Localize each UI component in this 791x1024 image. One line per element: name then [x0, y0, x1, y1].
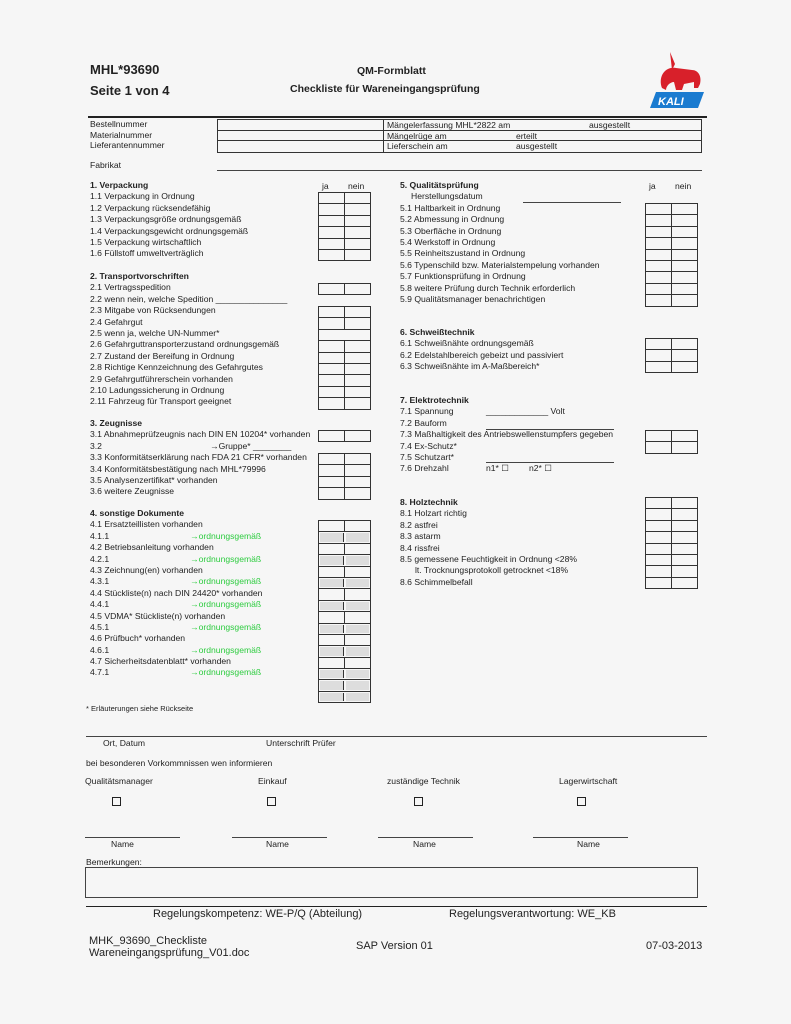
herstellungsdatum-field[interactable] — [523, 202, 621, 203]
lieferschein-field[interactable]: Lieferschein am ausgestellt — [387, 141, 558, 152]
competence-left: Regelungskompetenz: WE-P/Q (Abteilung) — [153, 908, 363, 920]
section-schweiss: 6. Schweißtechnik 6.1 Schweißnähte ordnu… — [400, 327, 564, 372]
kali-logo: KALI — [650, 52, 704, 108]
name-label: Name — [577, 839, 600, 849]
checkbox-qm[interactable] — [112, 797, 121, 806]
footer-filename: MHK_93690_Checkliste Wareneingangsprüfung… — [89, 935, 250, 959]
grid-dokumente[interactable] — [318, 520, 371, 704]
place-date-label: Ort, Datum — [103, 738, 146, 748]
name-field-technik[interactable] — [378, 837, 473, 838]
role-lager: Lagerwirtschaft — [559, 776, 618, 786]
schutzart-field[interactable] — [486, 462, 614, 463]
section-qualitaet: 5. Qualitätsprüfung Herstellungsdatum 5.… — [400, 180, 600, 304]
order-table: Mängelerfassung MHL*2822 am ausgestellt M… — [217, 119, 702, 154]
grid-holz[interactable] — [645, 497, 698, 590]
label-lieferantennummer: Lieferantennummer — [90, 140, 165, 151]
grid-verpackung[interactable] — [318, 192, 371, 262]
remarks-label: Bemerkungen: — [86, 857, 142, 867]
remarks-field[interactable] — [85, 867, 698, 898]
role-qm: Qualitätsmanager — [85, 776, 153, 786]
page-title: Checkliste für Wareneingangsprüfung — [290, 83, 480, 95]
maengelerfassung-field[interactable]: Mängelerfassung MHL*2822 am ausgestellt — [387, 120, 631, 130]
section-dokumente: 4. sonstige Dokumente 4.1 Ersatzteillist… — [90, 508, 263, 678]
name-label: Name — [413, 839, 436, 849]
signature-label: Unterschrift Prüfer — [266, 738, 336, 748]
name-field-einkauf[interactable] — [232, 837, 327, 838]
grid-elektro[interactable] — [645, 430, 698, 454]
grid-schweiss[interactable] — [645, 338, 698, 374]
name-field-lager[interactable] — [533, 837, 628, 838]
grid-zeugnisse-1[interactable] — [318, 430, 371, 443]
maengelruege-field[interactable]: Mängelrüge am erteilt — [387, 130, 538, 141]
label-fabrikat: Fabrikat — [90, 160, 122, 170]
signature-line[interactable] — [86, 736, 707, 737]
col-nein: nein — [675, 181, 692, 191]
col-ja: ja — [322, 181, 329, 191]
col-nein: nein — [348, 181, 365, 191]
label-materialnummer: Materialnummer — [90, 129, 153, 140]
grid-zeugnisse-2[interactable] — [318, 453, 371, 500]
competence-right: Regelungsverantwortung: WE_KB — [449, 908, 616, 920]
grid-qualitaet[interactable] — [645, 203, 698, 307]
page-number: Seite 1 von 4 — [90, 83, 170, 98]
footer-date: 07-03-2013 — [646, 940, 703, 952]
section-transport: 2. Transportvorschriften 2.1 Vertragsspe… — [90, 271, 288, 407]
materialnummer-field[interactable] — [218, 130, 384, 141]
role-technik: zuständige Technik — [387, 776, 460, 786]
name-field-qm[interactable] — [85, 837, 180, 838]
bauform-field[interactable] — [486, 429, 614, 430]
section-elektro: 7. Elektrotechnik 7.1 Spannung __________… — [400, 395, 614, 474]
col-ja: ja — [649, 181, 656, 191]
inform-label: bei besonderen Vorkommnissen wen informi… — [86, 758, 273, 768]
role-einkauf: Einkauf — [258, 776, 287, 786]
label-bestellnummer: Bestellnummer — [90, 119, 148, 129]
grid-transport-1[interactable] — [318, 283, 371, 296]
section-zeugnisse: 3. Zeugnisse 3.1 Abnahmeprüfzeugnis nach… — [90, 418, 311, 497]
svg-text:KALI: KALI — [658, 96, 685, 108]
footnote: * Erläuterungen siehe Rückseite — [86, 704, 194, 713]
footer-version: SAP Version 01 — [356, 940, 433, 952]
lieferantennummer-field[interactable] — [218, 141, 384, 153]
fabrikat-field[interactable] — [217, 170, 702, 171]
section-holz: 8. Holztechnik 8.1 Holzart richtig 8.2 as… — [400, 497, 577, 587]
name-label: Name — [111, 839, 134, 849]
bestellnummer-field[interactable] — [218, 120, 384, 130]
checkbox-einkauf[interactable] — [267, 797, 276, 806]
checkbox-technik[interactable] — [414, 797, 423, 806]
doc-id: MHL*93690 — [90, 62, 160, 77]
form-type: QM-Formblatt — [357, 65, 426, 77]
checkbox-lager[interactable] — [577, 797, 586, 806]
section-verpackung: 1. Verpackung 1.1 Verpackung in Ordnung 1… — [90, 180, 249, 259]
grid-transport-2[interactable] — [318, 306, 371, 410]
name-label: Name — [266, 839, 289, 849]
